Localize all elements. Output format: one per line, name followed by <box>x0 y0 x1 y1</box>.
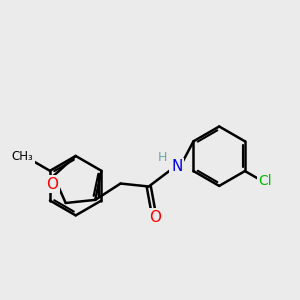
Text: O: O <box>46 177 58 192</box>
Text: O: O <box>150 210 162 225</box>
Text: H: H <box>158 151 167 164</box>
Text: Cl: Cl <box>258 175 272 188</box>
Text: N: N <box>171 159 182 174</box>
Text: CH₃: CH₃ <box>12 150 34 163</box>
